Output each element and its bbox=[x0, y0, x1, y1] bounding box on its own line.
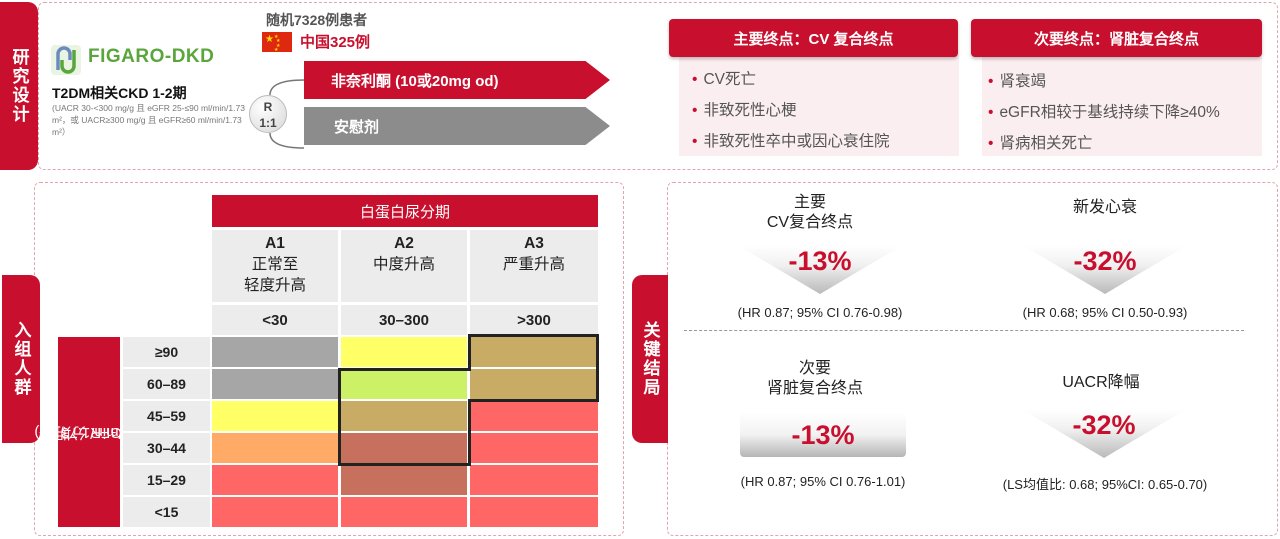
enrolled-region-outline bbox=[338, 334, 599, 466]
primary-endpoint-title: 主要终点：CV 复合终点 bbox=[669, 19, 958, 57]
heatmap-cell bbox=[212, 497, 338, 527]
heatmap-cell bbox=[341, 433, 467, 463]
gfr-row-label: 45–59 bbox=[123, 401, 210, 431]
outcome-title: 新发心衰 bbox=[1072, 199, 1137, 216]
outcome-stat: (LS均值比: 0.68; 95%CI: 0.65-0.70) bbox=[1002, 477, 1208, 492]
outcome-value: -13% bbox=[791, 420, 855, 450]
section-tab-design: 研究设计 bbox=[0, 2, 38, 170]
column-header-a3: A3 严重升高 bbox=[470, 230, 598, 302]
gfr-row-label: 30–44 bbox=[123, 433, 210, 463]
column-range-a1: <30 bbox=[212, 305, 338, 335]
primary-endpoint-item: • 非致死性心梗 bbox=[692, 102, 797, 119]
heatmap-cell bbox=[470, 401, 598, 431]
heatmap-cell bbox=[470, 497, 598, 527]
outcome-title: 次要 肾脏复合终点 bbox=[766, 360, 863, 397]
heatmap-cell bbox=[212, 369, 338, 399]
outcome-box bbox=[740, 412, 906, 457]
china-flag-icon: ★ ★ ★ ★ ★ bbox=[262, 32, 292, 53]
outcome-value: -32% bbox=[1073, 246, 1137, 276]
heatmap-cell bbox=[470, 369, 598, 399]
arm-placebo: 安慰剂 bbox=[304, 107, 610, 145]
albuminuria-title: 白蛋白尿分期 bbox=[212, 195, 598, 227]
heatmap-cell bbox=[341, 369, 467, 399]
heatmap-cell bbox=[470, 465, 598, 495]
heatmap-cell bbox=[212, 465, 338, 495]
population-title: T2DM相关CKD 1-2期 bbox=[52, 85, 187, 101]
column-header-a2: A2 中度升高 bbox=[341, 230, 467, 302]
heatmap-cell bbox=[341, 337, 467, 367]
heatmap-cell bbox=[341, 401, 467, 431]
heatmap-cell bbox=[212, 433, 338, 463]
column-range-a2: 30–300 bbox=[341, 305, 467, 335]
outcome-value: -32% bbox=[1072, 410, 1136, 440]
trial-logo-name: FIGARO-DKD bbox=[88, 46, 215, 67]
outcome-stat: (HR 0.87; 95% CI 0.76-0.98) bbox=[737, 305, 903, 320]
randomization-badge: R 1:1 bbox=[249, 95, 287, 133]
heatmap-cell bbox=[341, 497, 467, 527]
heatmap-cell bbox=[470, 337, 598, 367]
section-tab-outcomes: 关键结局 bbox=[632, 275, 668, 443]
gfr-row-label: <15 bbox=[123, 497, 210, 527]
secondary-endpoint-title: 次要终点：肾脏复合终点 bbox=[971, 19, 1262, 57]
secondary-endpoint-item: • eGFR相较于基线持续下降≥40% bbox=[988, 104, 1220, 121]
outcome-title: UACR降幅 bbox=[1062, 374, 1140, 391]
randomization-connector bbox=[269, 79, 305, 149]
primary-endpoint-item: • 非致死性卒中或因心衰住院 bbox=[692, 133, 890, 150]
randomized-count: 随机7328例患者 bbox=[266, 12, 368, 28]
primary-endpoint-item: • CV死亡 bbox=[692, 71, 756, 88]
outcome-stat: (HR 0.68; 95% CI 0.50-0.93) bbox=[1022, 305, 1188, 320]
heatmap-cell bbox=[470, 433, 598, 463]
china-count: 中国325例 bbox=[300, 34, 371, 51]
heatmap-cell bbox=[341, 465, 467, 495]
primary-endpoint-body bbox=[679, 55, 959, 156]
outcomes-divider bbox=[684, 330, 1244, 331]
column-range-a3: >300 bbox=[470, 305, 598, 335]
figaro-logo-icon bbox=[51, 45, 81, 75]
heatmap-cell bbox=[212, 401, 338, 431]
column-header-a1: A1 正常至 轻度升高 bbox=[212, 230, 338, 302]
gfr-row-label: ≥90 bbox=[123, 337, 210, 367]
gfr-row-label: 15–29 bbox=[123, 465, 210, 495]
heatmap-cell bbox=[212, 337, 338, 367]
section-tab-population: 入组人群 bbox=[2, 275, 40, 443]
secondary-endpoint-body bbox=[982, 55, 1262, 156]
gfr-axis-label: GFR 分期 (ml/min/1.73 m²) bbox=[34, 337, 144, 527]
secondary-endpoint-item: • 肾衰竭 bbox=[988, 73, 1046, 90]
arm-finerenone: 非奈利酮 (10或20mg od) bbox=[304, 61, 610, 99]
secondary-endpoint-item: • 肾病相关死亡 bbox=[988, 135, 1093, 152]
outcome-title: 主要 CV复合终点 bbox=[766, 194, 854, 231]
outcome-stat: (HR 0.87; 95% CI 0.76-1.01) bbox=[740, 474, 906, 489]
outcome-value: -13% bbox=[788, 246, 852, 276]
population-note: (UACR 30-<300 mg/g 且 eGFR 25-≤90 ml/min/… bbox=[52, 103, 245, 137]
gfr-row-label: 60–89 bbox=[123, 369, 210, 399]
design-panel bbox=[38, 2, 1278, 170]
